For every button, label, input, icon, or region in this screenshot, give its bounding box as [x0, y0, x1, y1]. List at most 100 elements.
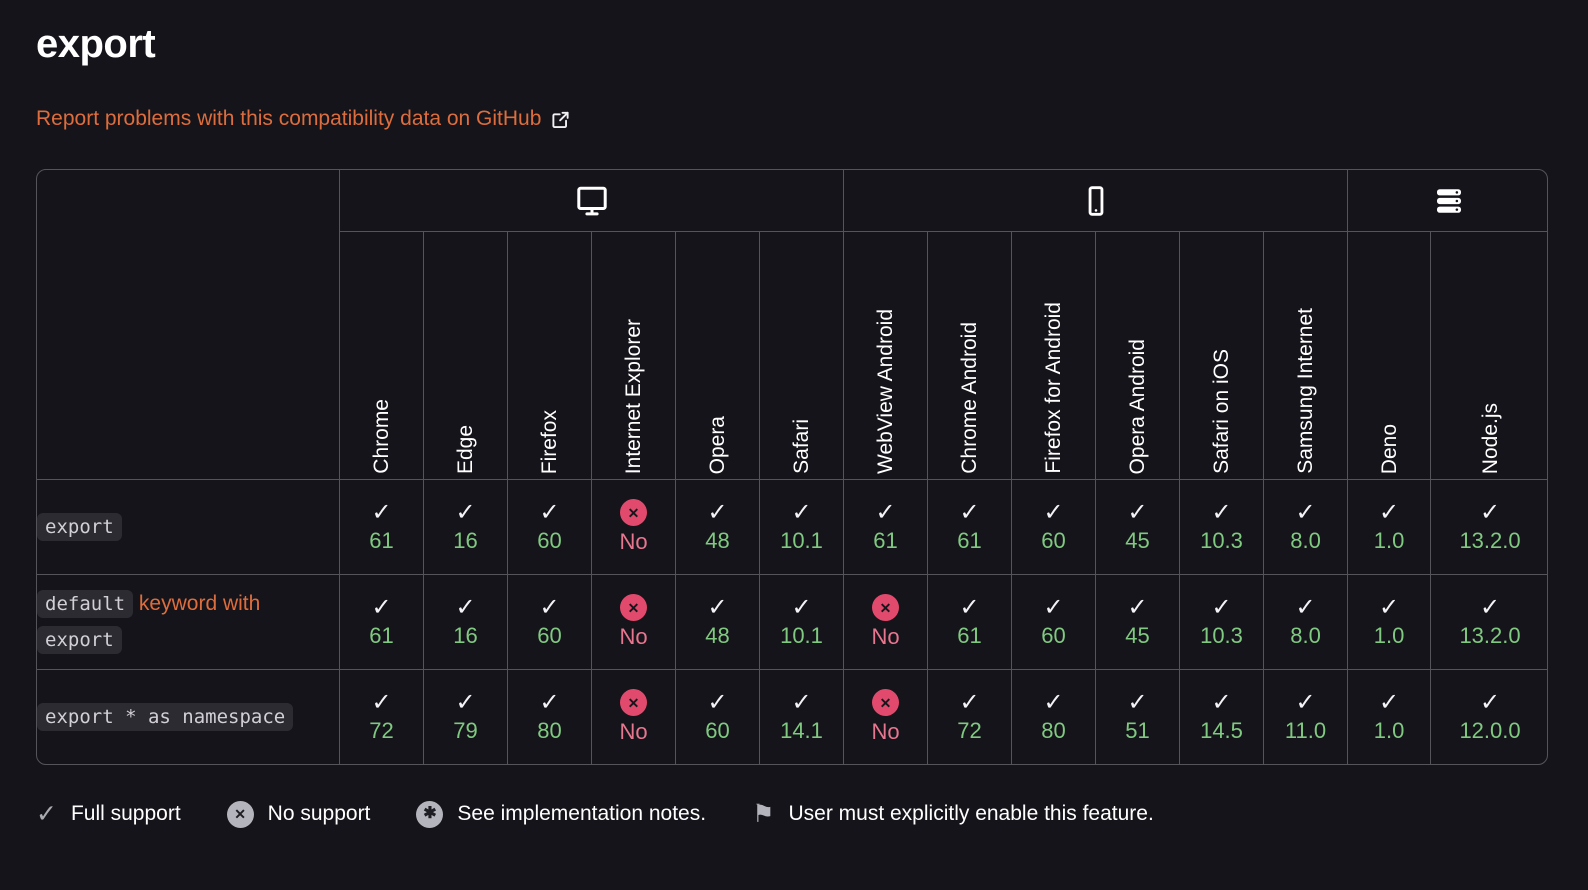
browser-column-header: Edge	[423, 231, 508, 480]
support-cell[interactable]: ✕ No	[591, 669, 676, 764]
support-cell[interactable]: ✓ 16	[423, 479, 508, 575]
check-icon: ✓	[1479, 688, 1501, 716]
feature-code: export	[37, 513, 122, 542]
browser-header-row: Chrome Edge Firefox Internet Explorer Opera S…	[37, 231, 1547, 480]
support-version: No	[619, 529, 648, 554]
support-version: 16	[453, 528, 478, 554]
support-cell[interactable]: ✓ 79	[423, 669, 508, 764]
check-icon: ✓	[959, 688, 980, 716]
check-icon: ✓	[791, 688, 812, 716]
support-cell[interactable]: ✕ No	[843, 669, 928, 764]
feature-code: default	[37, 590, 134, 619]
browser-column-header: Firefox	[507, 231, 592, 480]
mobile-icon	[1079, 185, 1113, 216]
support-cell[interactable]: ✓ 60	[675, 669, 760, 764]
support-cell[interactable]: ✕ No	[591, 574, 676, 670]
support-cell[interactable]: ✓ 10.3	[1179, 574, 1264, 670]
support-cell[interactable]: ✕ No	[591, 479, 676, 575]
support-cell[interactable]: ✓ 10.1	[759, 479, 844, 575]
browser-column-header: Internet Explorer	[591, 231, 676, 480]
support-cell[interactable]: ✓ 1.0	[1347, 574, 1432, 670]
support-cell[interactable]: ✓ 51	[1095, 669, 1180, 764]
support-cell[interactable]: ✕ No	[843, 574, 928, 670]
support-cell[interactable]: ✓ 16	[423, 574, 508, 670]
support-cell[interactable]: ✓ 8.0	[1262, 574, 1349, 670]
support-cell[interactable]: ✓ 61	[339, 479, 424, 575]
support-cell[interactable]: ✓ 45	[1095, 479, 1180, 575]
flag-icon: ⚑	[752, 799, 775, 828]
support-version: 10.3	[1200, 623, 1243, 649]
check-icon: ✓	[1127, 593, 1148, 621]
mobile-group-header	[842, 170, 1349, 232]
browser-column-header: Safari	[759, 231, 844, 480]
support-cell[interactable]: ✓ 12.0.0	[1430, 669, 1547, 764]
support-version: 61	[957, 623, 982, 649]
support-cell[interactable]: ✓ 1.0	[1347, 669, 1432, 764]
browser-name: Firefox for Android	[1042, 302, 1065, 474]
feature-code: export * as namespace	[37, 703, 294, 732]
support-version: 13.2.0	[1459, 623, 1521, 649]
support-cell[interactable]: ✓ 80	[507, 669, 592, 764]
no-support-icon: ✕	[620, 689, 647, 716]
support-cell[interactable]: ✓ 60	[1011, 574, 1096, 670]
support-cell[interactable]: ✓ 14.5	[1179, 669, 1264, 764]
check-icon: ✓	[1043, 688, 1064, 716]
support-cell[interactable]: ✓ 8.0	[1262, 479, 1349, 575]
browser-column-header: Samsung Internet	[1262, 231, 1349, 480]
support-cell[interactable]: ✓ 48	[675, 574, 760, 670]
check-icon: ✓	[959, 593, 980, 621]
support-version: 11.0	[1284, 718, 1327, 744]
support-cell[interactable]: ✓ 60	[507, 479, 592, 575]
browser-name: WebView Android	[874, 309, 897, 474]
legend-label: See implementation notes.	[457, 802, 707, 825]
support-cell[interactable]: ✓ 10.1	[759, 574, 844, 670]
support-cell[interactable]: ✓ 48	[675, 479, 760, 575]
legend-label: Full support	[70, 802, 181, 825]
check-icon: ✓	[707, 688, 728, 716]
support-cell[interactable]: ✓ 11.0	[1262, 669, 1349, 764]
support-cell[interactable]: ✓ 61	[339, 574, 424, 670]
support-cell[interactable]: ✓ 80	[1011, 669, 1096, 764]
feature-link[interactable]: keyword with	[138, 592, 261, 616]
support-version: 48	[705, 528, 730, 554]
support-cell[interactable]: ✓ 45	[1095, 574, 1180, 670]
check-icon: ✓	[36, 800, 57, 828]
no-support-icon: ✕	[872, 689, 899, 716]
support-version: 60	[537, 623, 562, 649]
support-version: 10.1	[780, 528, 823, 554]
support-cell[interactable]: ✓ 72	[927, 669, 1012, 764]
support-cell[interactable]: ✓ 13.2.0	[1430, 574, 1547, 670]
support-version: No	[619, 624, 648, 649]
feature-label: export * as namespace	[37, 669, 340, 764]
check-icon: ✓	[1378, 593, 1400, 621]
support-cell[interactable]: ✓ 60	[507, 574, 592, 670]
support-cell[interactable]: ✓ 61	[927, 574, 1012, 670]
check-icon: ✓	[539, 498, 560, 526]
browser-name: Chrome Android	[958, 322, 981, 474]
check-icon: ✓	[1211, 688, 1232, 716]
support-cell[interactable]: ✓ 61	[843, 479, 928, 575]
support-version: 8.0	[1290, 623, 1321, 649]
support-cell[interactable]: ✓ 10.3	[1179, 479, 1264, 575]
support-cell[interactable]: ✓ 14.1	[759, 669, 844, 764]
support-cell[interactable]: ✓ 13.2.0	[1430, 479, 1547, 575]
check-icon: ✓	[371, 498, 392, 526]
report-problems-link[interactable]: Report problems with this compatibility …	[36, 107, 570, 131]
browser-column-header: Deno	[1347, 231, 1432, 480]
support-version: 60	[1041, 528, 1066, 554]
check-icon: ✓	[1479, 498, 1501, 526]
support-cell[interactable]: ✓ 61	[927, 479, 1012, 575]
browser-column-header: WebView Android	[843, 231, 928, 480]
support-cell[interactable]: ✓ 1.0	[1347, 479, 1432, 575]
check-icon: ✓	[1211, 593, 1232, 621]
support-cell[interactable]: ✓ 60	[1011, 479, 1096, 575]
no-support-icon: ✕	[620, 594, 647, 621]
check-icon: ✓	[1295, 498, 1316, 526]
browser-name: Chrome	[370, 399, 393, 474]
support-cell[interactable]: ✓ 72	[339, 669, 424, 764]
support-version: 60	[705, 718, 730, 744]
server-icon	[1431, 188, 1467, 213]
feature-row: default keyword with export ✓ 61 ✓ 16 ✓ 60 ✕ No ✓…	[37, 574, 1547, 670]
check-icon: ✓	[371, 593, 392, 621]
browser-name: Opera	[706, 415, 729, 474]
